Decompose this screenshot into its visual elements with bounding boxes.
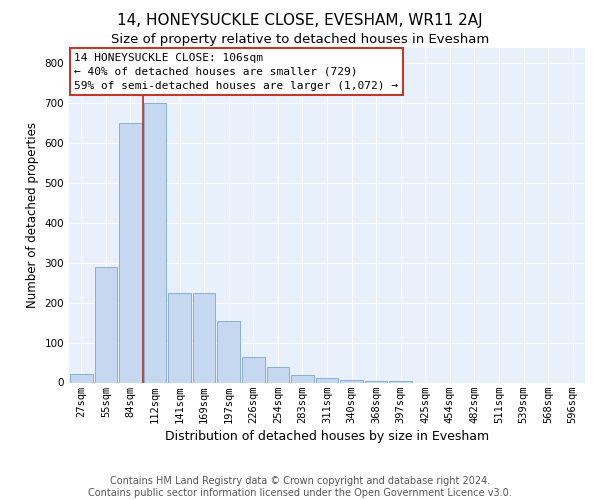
Text: 14 HONEYSUCKLE CLOSE: 106sqm
← 40% of detached houses are smaller (729)
59% of s: 14 HONEYSUCKLE CLOSE: 106sqm ← 40% of de… (74, 52, 398, 90)
Bar (70, 374, 92, 382)
Bar (193, 293, 215, 382)
Bar (143, 104, 166, 382)
Bar (95, 267, 117, 382)
Text: Size of property relative to detached houses in Evesham: Size of property relative to detached ho… (111, 32, 489, 46)
Bar (266, 366, 289, 382)
Bar (291, 374, 314, 382)
Bar (242, 356, 265, 382)
Bar (340, 380, 363, 382)
Bar (168, 293, 191, 382)
Bar (119, 124, 142, 382)
Text: Contains HM Land Registry data © Crown copyright and database right 2024.
Contai: Contains HM Land Registry data © Crown c… (88, 476, 512, 498)
Bar (316, 378, 338, 382)
Bar (365, 380, 388, 382)
Text: 14, HONEYSUCKLE CLOSE, EVESHAM, WR11 2AJ: 14, HONEYSUCKLE CLOSE, EVESHAM, WR11 2AJ (117, 12, 483, 28)
Y-axis label: Number of detached properties: Number of detached properties (26, 122, 39, 308)
X-axis label: Distribution of detached houses by size in Evesham: Distribution of detached houses by size … (165, 430, 489, 442)
Bar (217, 320, 240, 382)
